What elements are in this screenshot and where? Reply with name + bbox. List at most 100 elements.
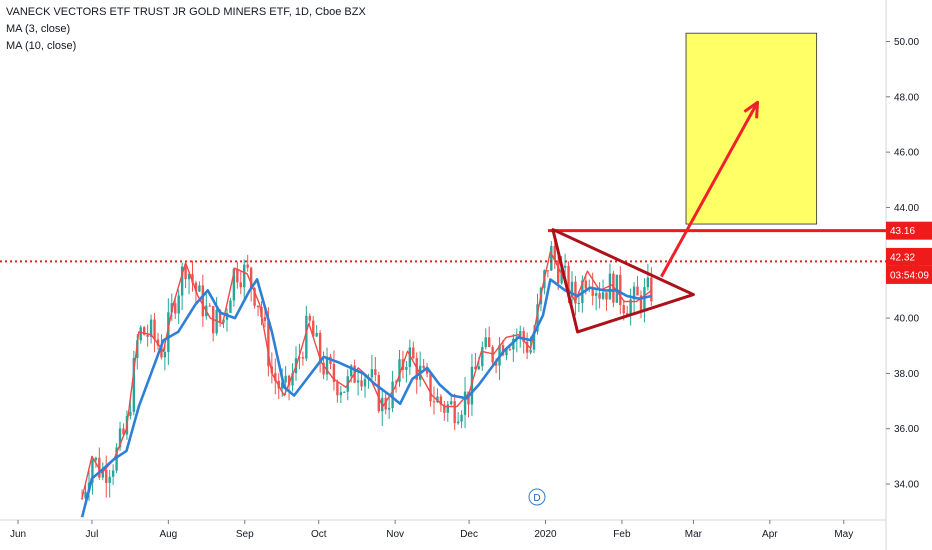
candle-body xyxy=(387,407,391,410)
ma-10-line xyxy=(80,278,652,518)
candle-body xyxy=(263,317,267,321)
candle-body xyxy=(146,334,149,337)
y-tick-label: 50.00 xyxy=(894,37,919,48)
price-badge xyxy=(886,265,932,284)
candle-body xyxy=(84,491,87,499)
candle-body xyxy=(384,397,387,410)
candle-body xyxy=(456,421,460,424)
candle-body xyxy=(591,287,594,296)
price-badge xyxy=(886,247,932,266)
candle-body xyxy=(629,299,632,316)
candle-body xyxy=(312,320,315,337)
candle-body xyxy=(650,277,653,302)
triangle-pattern[interactable] xyxy=(551,228,695,334)
candle-body xyxy=(584,280,587,289)
candle-body xyxy=(632,286,636,300)
candle-body xyxy=(422,365,425,369)
candle-body xyxy=(408,347,412,367)
candle-body xyxy=(80,497,84,499)
candle-body xyxy=(284,375,287,383)
candle-body xyxy=(598,293,601,299)
candle-body xyxy=(505,349,508,356)
candle-body xyxy=(318,332,322,363)
ma-long-legend[interactable]: MA (10, close) xyxy=(6,40,77,52)
candle-body xyxy=(570,281,574,298)
candle-body xyxy=(132,358,136,412)
candle-body xyxy=(149,319,153,337)
x-tick-label: Jul xyxy=(86,529,99,540)
time-axis[interactable]: Jun Jul Aug Sep Oct Nov Dec 2020 Feb Mar Apr May xyxy=(10,520,853,540)
candle-body xyxy=(256,305,260,307)
candle-body xyxy=(249,267,253,289)
ma-short-legend[interactable]: MA (3, close) xyxy=(6,23,71,35)
candle-body xyxy=(94,457,98,461)
candle-body xyxy=(267,320,270,367)
candle-body xyxy=(487,337,491,347)
candle-body xyxy=(412,347,415,359)
candle-body xyxy=(253,288,256,306)
candle-body xyxy=(111,470,115,477)
candle-body xyxy=(529,349,532,353)
candle-body xyxy=(494,362,498,366)
candle-body xyxy=(174,303,177,314)
candle-body xyxy=(246,264,249,268)
events-marker-circle[interactable] xyxy=(528,488,546,506)
candle-body xyxy=(280,382,284,389)
candle-body xyxy=(332,363,336,382)
candle-body xyxy=(243,264,246,288)
candle-body xyxy=(484,337,487,348)
candle-body xyxy=(450,401,453,405)
y-tick-label: 36.00 xyxy=(894,424,919,435)
candle-body xyxy=(301,357,305,359)
candle-body xyxy=(460,414,463,422)
candle-body xyxy=(519,331,522,337)
candle-body xyxy=(305,315,308,359)
candle-body xyxy=(512,338,515,350)
candle-body xyxy=(356,380,360,383)
candle-body xyxy=(191,273,194,283)
candle-body xyxy=(391,381,394,408)
candle-body xyxy=(108,476,111,483)
candle-body xyxy=(577,303,581,305)
candle-body xyxy=(563,265,567,268)
events-marker[interactable]: D xyxy=(528,488,546,506)
candle-body xyxy=(398,359,401,382)
candle-body xyxy=(336,381,339,396)
candle-body xyxy=(636,286,639,296)
events-marker-label: D xyxy=(533,493,540,504)
candle-body xyxy=(425,368,429,374)
x-tick-label: Sep xyxy=(236,529,254,540)
chart-legend: VANECK VECTORS ETF TRUST JR GOLD MINERS … xyxy=(6,4,366,55)
x-tick-label: Apr xyxy=(762,529,778,540)
candle-body xyxy=(339,392,343,396)
candle-body xyxy=(508,349,512,351)
candle-body xyxy=(232,268,236,301)
x-tick-label: Oct xyxy=(311,529,327,540)
candle-body xyxy=(180,266,184,296)
candle-body xyxy=(439,396,443,405)
candle-body xyxy=(646,277,650,288)
price-badge xyxy=(886,221,932,240)
candle-body xyxy=(105,469,108,483)
candle-body xyxy=(343,391,346,393)
candle-body xyxy=(201,285,205,317)
x-tick-label: Feb xyxy=(613,529,631,540)
candle-body xyxy=(553,245,556,261)
candle-body xyxy=(287,375,291,386)
candle-body xyxy=(370,369,374,378)
x-tick-label: Nov xyxy=(386,529,404,540)
candle-body xyxy=(239,282,242,288)
candle-body xyxy=(142,327,146,335)
candle-body xyxy=(298,357,301,359)
symbol-title[interactable]: VANECK VECTORS ETF TRUST JR GOLD MINERS … xyxy=(6,6,366,18)
breakout-arrow[interactable] xyxy=(660,101,759,278)
candle-body xyxy=(625,313,629,316)
drawing-overlays[interactable] xyxy=(0,32,886,334)
candle-body xyxy=(619,274,622,306)
candle-body xyxy=(139,327,142,341)
x-tick-label: Jun xyxy=(10,529,26,540)
candle-body xyxy=(374,369,377,376)
candle-body xyxy=(274,373,277,381)
x-tick-label: Dec xyxy=(460,529,478,540)
